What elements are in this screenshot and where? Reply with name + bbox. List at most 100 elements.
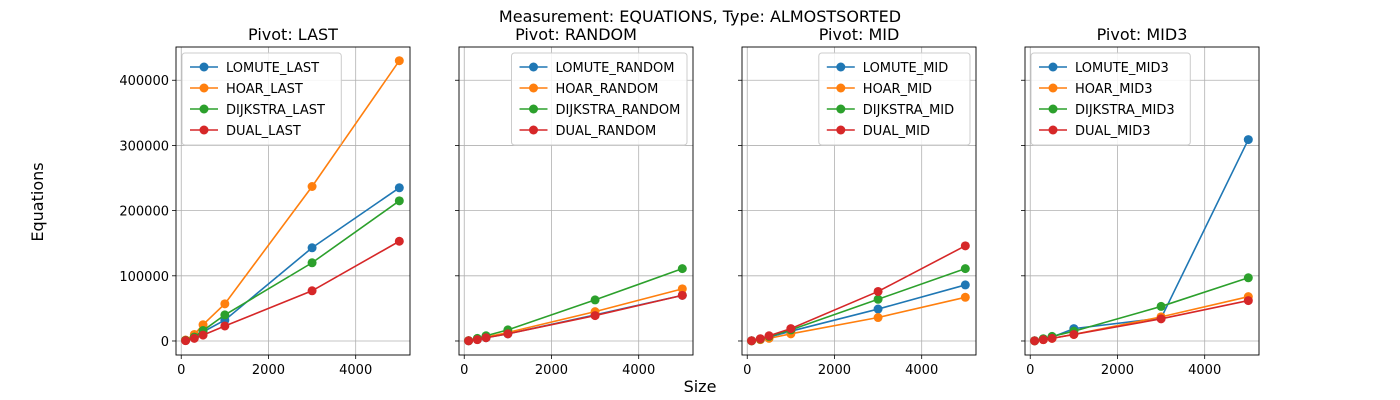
legend: LOMUTE_RANDOM HOAR_RANDOM DIJKSTRA_RANDOM D… xyxy=(511,52,688,146)
data-point xyxy=(307,286,317,296)
legend-marker xyxy=(1048,104,1058,114)
legend-label: HOAR_MID3 xyxy=(1075,82,1153,97)
legend-marker xyxy=(199,104,209,114)
legend-marker xyxy=(836,104,846,114)
data-point xyxy=(786,324,796,334)
axes-frame xyxy=(741,46,977,356)
legend-marker xyxy=(199,125,209,135)
subplot-title: Pivot: MID3 xyxy=(1097,25,1188,44)
data-point xyxy=(764,331,774,341)
legend-marker xyxy=(836,125,846,135)
data-point xyxy=(1243,135,1253,145)
data-point xyxy=(394,183,404,193)
subplot-3: Pivot: MID 0 2000 4000 LOMUTE_MID HOAR_MID DIJ… xyxy=(738,25,977,378)
legend-marker xyxy=(1048,62,1058,72)
data-point xyxy=(1156,314,1166,324)
legend-label: HOAR_MID xyxy=(863,82,932,97)
legend: LOMUTE_MID3 HOAR_MID3 DIJKSTRA_MID3 DUAL_MI… xyxy=(1030,52,1191,146)
legend-marker xyxy=(529,125,538,135)
data-point xyxy=(472,335,482,345)
data-point xyxy=(394,236,404,246)
data-point xyxy=(189,333,199,343)
data-point xyxy=(873,294,883,304)
legend-label: DIJKSTRA_MID3 xyxy=(1075,103,1175,118)
data-point xyxy=(1069,329,1079,339)
data-point xyxy=(590,311,600,321)
legend-marker xyxy=(199,83,209,93)
legend-box xyxy=(511,52,688,146)
series-line-hoar_random xyxy=(468,288,683,342)
x-tick-label: 4000 xyxy=(622,363,655,378)
legend-marker xyxy=(1048,83,1058,93)
legend-label: HOAR_LAST xyxy=(226,82,303,97)
legend-label: LOMUTE_MID xyxy=(863,61,948,76)
legend-box xyxy=(818,52,971,146)
data-point xyxy=(1243,296,1253,306)
data-point xyxy=(220,299,230,309)
legend-marker xyxy=(836,83,846,93)
figure-xlabel: Size xyxy=(684,377,717,396)
x-tick-label: 0 xyxy=(177,363,185,378)
data-point xyxy=(1047,333,1057,343)
y-tick-label: 100000 xyxy=(119,270,169,285)
subplot-title: Pivot: LAST xyxy=(248,25,338,44)
data-point xyxy=(394,196,404,206)
legend-label: LOMUTE_MID3 xyxy=(1075,61,1169,76)
legend-label: DUAL_MID3 xyxy=(1075,124,1151,139)
data-point xyxy=(960,292,970,302)
legend-box xyxy=(1030,52,1191,146)
data-point xyxy=(747,336,757,346)
x-tick-label: 4000 xyxy=(339,363,372,378)
legend-label: HOAR_RANDOM xyxy=(556,82,659,97)
data-point xyxy=(181,336,191,346)
legend-label: LOMUTE_RANDOM xyxy=(556,61,675,76)
y-tick-label: 200000 xyxy=(119,205,169,220)
legend-label: DUAL_LAST xyxy=(226,124,301,139)
data-point xyxy=(481,333,491,343)
series-line-lomute_mid3 xyxy=(1034,139,1250,342)
legend-label: DIJKSTRA_MID xyxy=(863,103,954,118)
data-point xyxy=(307,258,317,268)
x-tick-label: 2000 xyxy=(252,363,285,378)
x-tick-label: 0 xyxy=(460,363,468,378)
data-point xyxy=(677,264,687,274)
data-point xyxy=(394,56,404,66)
data-point xyxy=(503,329,513,339)
data-point xyxy=(960,241,970,251)
x-tick-label: 4000 xyxy=(1188,363,1221,378)
data-point xyxy=(1243,273,1253,283)
data-point xyxy=(1156,301,1166,311)
legend-label: DIJKSTRA_RANDOM xyxy=(556,103,681,118)
data-point xyxy=(307,243,317,253)
x-tick-label: 0 xyxy=(743,363,751,378)
series-line-hoar_mid xyxy=(751,296,966,342)
subplot-4: Pivot: MID3 0 2000 4000 LOMUTE_MID3 HOAR_MID3… xyxy=(1021,25,1260,378)
legend-label: DUAL_RANDOM xyxy=(556,124,657,139)
series-line-dual_last xyxy=(185,240,400,342)
legend-marker xyxy=(529,83,538,93)
data-point xyxy=(198,330,208,340)
data-point xyxy=(1038,335,1048,345)
axes-frame xyxy=(175,46,411,356)
data-point xyxy=(220,310,230,320)
legend-marker xyxy=(199,62,209,72)
data-point xyxy=(590,295,600,305)
x-tick-label: 0 xyxy=(1026,363,1034,378)
legend-marker xyxy=(836,62,846,72)
subplot-title: Pivot: RANDOM xyxy=(515,25,637,44)
data-point xyxy=(873,313,883,323)
legend-box xyxy=(181,52,342,146)
legend-marker xyxy=(1048,125,1058,135)
data-point xyxy=(307,181,317,191)
legend-marker xyxy=(529,104,538,114)
legend-label: DIJKSTRA_LAST xyxy=(226,103,325,118)
legend-label: LOMUTE_LAST xyxy=(226,61,319,76)
legend: LOMUTE_MID HOAR_MID DIJKSTRA_MID DUAL_MID xyxy=(818,52,971,146)
data-point xyxy=(677,290,687,300)
axes-frame xyxy=(1024,46,1260,356)
x-tick-label: 2000 xyxy=(1101,363,1134,378)
x-tick-label: 2000 xyxy=(535,363,568,378)
axes-frame xyxy=(458,46,694,356)
